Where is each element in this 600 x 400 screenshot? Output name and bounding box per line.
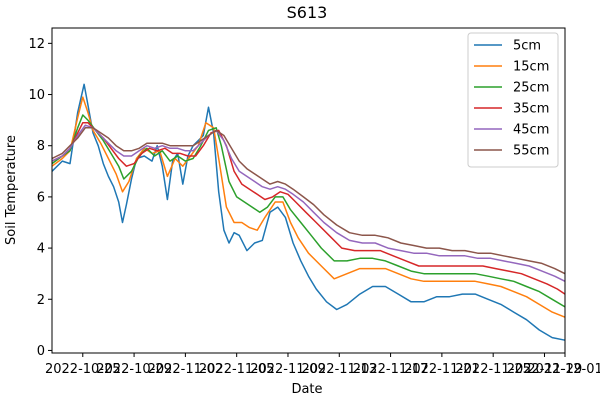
series-line-25cm — [51, 114, 566, 308]
y-tick-label: 8 — [37, 139, 45, 154]
x-tick-label: 2022-11-25 — [455, 362, 531, 377]
plot-area-frame — [51, 27, 566, 354]
x-tick-label: 2022-11-02 — [148, 362, 224, 377]
legend-label: 5cm — [513, 39, 541, 54]
y-tick-label: 12 — [28, 37, 45, 52]
legend-label: 25cm — [513, 81, 549, 96]
x-tick-label: 2022-11-05 — [199, 362, 275, 377]
y-tick-label: 10 — [28, 88, 45, 103]
x-tick-label: 2022-11-09 — [250, 362, 326, 377]
x-tick-label: 2022-11-29 — [507, 362, 583, 377]
x-tick-label: 2022-10-29 — [96, 362, 172, 377]
series-line-55cm — [51, 127, 566, 275]
series-line-35cm — [51, 121, 566, 295]
series-line-5cm — [51, 83, 566, 341]
y-tick-label: 4 — [37, 242, 45, 257]
series-line-15cm — [51, 96, 566, 318]
y-axis-title: Soil Temperature — [4, 135, 19, 245]
series-layer — [51, 83, 566, 341]
y-tick-label: 2 — [37, 293, 45, 308]
legend-label: 35cm — [513, 102, 549, 117]
x-axis: 2022-10-252022-10-292022-11-022022-11-05… — [45, 353, 600, 377]
legend: 5cm 15cm 25cm 35cm 45cm 55cm — [467, 32, 559, 168]
legend-label: 55cm — [513, 144, 549, 159]
legend-label: 15cm — [513, 60, 549, 75]
x-tick-label: 2022-11-21 — [404, 362, 480, 377]
y-tick-label: 0 — [37, 344, 45, 359]
y-tick-label: 6 — [37, 190, 45, 205]
series-line-45cm — [51, 124, 566, 282]
legend-label: 45cm — [513, 123, 549, 138]
x-tick-label: 2022-11-13 — [301, 362, 377, 377]
x-axis-title: Date — [291, 382, 322, 397]
x-tick-label: 2022-10-25 — [45, 362, 121, 377]
x-tick-label: 2022-11-17 — [353, 362, 429, 377]
y-axis: 0 2 4 6 8 10 12 — [28, 37, 52, 359]
chart-title: S613 — [287, 3, 328, 22]
x-tick-label: 2022-12-01 — [527, 362, 600, 377]
